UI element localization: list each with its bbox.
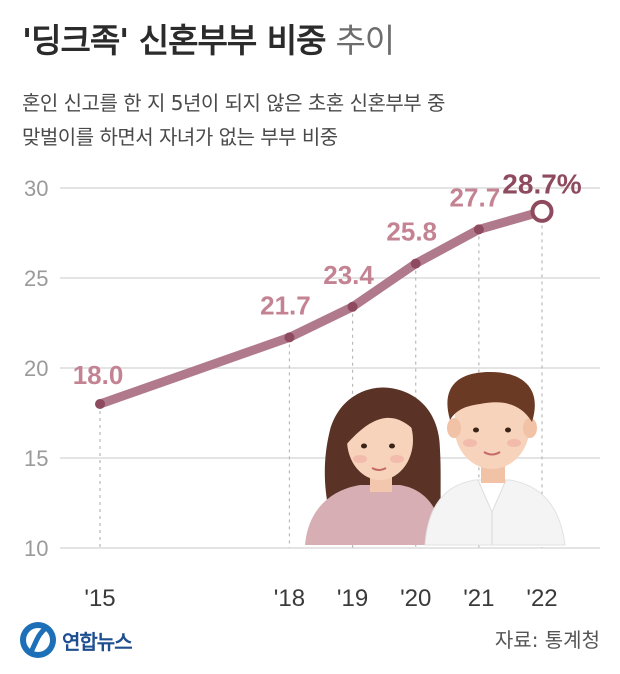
data-point	[284, 332, 295, 343]
y-tick-label: 15	[24, 446, 48, 471]
y-tick-label: 30	[24, 176, 48, 201]
label-layer: 18.0 21.7 23.4 25.8 27.7 28.7%	[73, 168, 582, 390]
data-label: 21.7	[260, 290, 311, 320]
x-tick-label: '18	[274, 585, 305, 612]
chart-title: '딩크족' 신혼부부 비중 추이	[22, 14, 395, 62]
x-tick-label: '20	[400, 585, 431, 612]
x-tick-label: '21	[463, 585, 494, 612]
series-line	[95, 206, 547, 409]
series-layer	[95, 199, 554, 409]
data-label: 18.0	[73, 360, 124, 390]
data-point	[473, 224, 484, 235]
source-note: 자료: 통계청	[494, 628, 600, 652]
axis-layer: 10 15 20 25 30 '15 '18 '19 '20 '21 '22	[24, 176, 558, 612]
couple-illustration	[305, 372, 566, 546]
title-suffix: 추이	[335, 21, 395, 60]
x-tick-label: '22	[526, 585, 557, 612]
data-label: 27.7	[450, 182, 501, 212]
woman-illustration	[305, 387, 445, 545]
man-illustration	[424, 372, 566, 546]
y-tick-label: 25	[24, 266, 48, 291]
data-point	[347, 301, 358, 312]
logo-text: 연합뉴스	[62, 629, 133, 654]
subtitle-line-1: 혼인 신고를 한 지 5년이 되지 않은 초혼 신혼부부 중	[22, 91, 445, 115]
data-point	[410, 258, 421, 269]
x-tick-label: '19	[337, 585, 368, 612]
subtitle-line-2: 맞벌이를 하면서 자녀가 없는 부부 비중	[22, 125, 338, 149]
data-point	[95, 399, 105, 409]
yonhap-logo-icon	[20, 622, 56, 658]
data-point-highlight	[530, 199, 554, 223]
data-label: 23.4	[323, 260, 374, 290]
x-tick-label: '15	[84, 585, 115, 612]
y-tick-label: 10	[24, 536, 48, 561]
title-main: '딩크족' 신혼부부 비중	[22, 21, 326, 60]
data-label: 25.8	[386, 217, 437, 247]
logo: 연합뉴스	[18, 620, 133, 660]
y-tick-label: 20	[24, 356, 48, 381]
data-label: 28.7%	[502, 168, 581, 199]
chart-subtitle: 혼인 신고를 한 지 5년이 되지 않은 초혼 신혼부부 중 맞벌이를 하면서 …	[22, 86, 445, 154]
